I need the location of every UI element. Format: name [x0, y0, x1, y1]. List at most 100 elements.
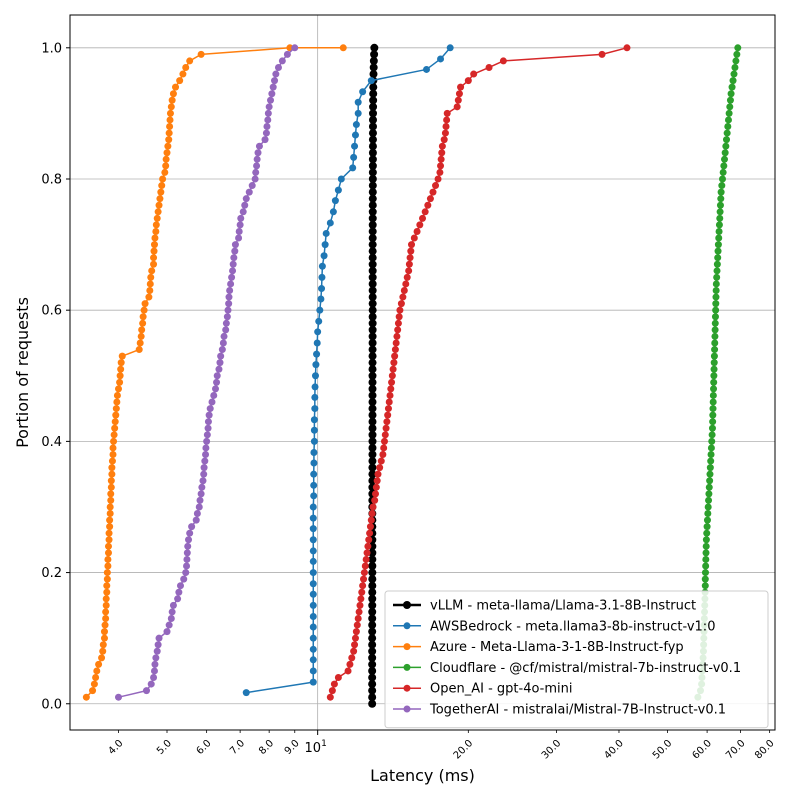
- series-point: [310, 426, 318, 434]
- series-point: [200, 464, 208, 472]
- y-tick-label: 1.0: [41, 41, 62, 56]
- series-point: [237, 214, 245, 222]
- series-point: [726, 96, 734, 104]
- series-point: [393, 332, 401, 340]
- series-point: [368, 404, 377, 413]
- series-point: [368, 273, 377, 282]
- series-point: [706, 477, 714, 485]
- series-point: [309, 601, 317, 609]
- series-point: [368, 594, 377, 603]
- series-point: [369, 102, 378, 111]
- series-point: [103, 588, 111, 596]
- series-point: [410, 234, 418, 242]
- series-point: [368, 115, 377, 124]
- series-point: [152, 654, 160, 662]
- series-point: [406, 254, 414, 262]
- series-point: [213, 378, 221, 386]
- series-point: [350, 647, 358, 655]
- series-point: [702, 562, 710, 570]
- series-point: [272, 70, 280, 78]
- series-point: [368, 581, 377, 590]
- series-point: [136, 339, 144, 347]
- series-point: [722, 142, 730, 150]
- series-point: [254, 149, 262, 157]
- series-point: [147, 273, 155, 281]
- series-point: [368, 332, 377, 341]
- series-point: [204, 418, 212, 426]
- series-point: [112, 405, 120, 413]
- series-point: [701, 575, 709, 583]
- series-point: [361, 562, 369, 570]
- series-point: [719, 168, 727, 176]
- series-point: [102, 595, 110, 603]
- series-point: [103, 575, 111, 583]
- series-point: [334, 186, 342, 194]
- series-point: [368, 174, 377, 183]
- series-point: [709, 418, 717, 426]
- series-point: [707, 444, 715, 452]
- series-point: [442, 123, 450, 131]
- series-point: [360, 569, 368, 577]
- series-point: [408, 241, 416, 249]
- series-point: [150, 247, 158, 255]
- series-point: [193, 510, 201, 518]
- series-point: [710, 378, 718, 386]
- series-point: [161, 168, 169, 176]
- series-point: [724, 123, 732, 131]
- series-point: [368, 424, 377, 433]
- series-point: [725, 109, 733, 117]
- series-point: [321, 241, 329, 249]
- series-point: [153, 214, 161, 222]
- series-point: [443, 116, 451, 124]
- series-5: [115, 44, 299, 701]
- series-point: [390, 359, 398, 367]
- y-axis-label: Portion of requests: [13, 297, 32, 448]
- series-point: [316, 306, 324, 314]
- series-point: [368, 227, 377, 236]
- series-point: [706, 464, 714, 472]
- series-point: [182, 569, 190, 577]
- series-point: [718, 182, 726, 190]
- series-point: [174, 595, 182, 603]
- series-point: [241, 201, 249, 209]
- series-point: [369, 503, 377, 511]
- series-point: [154, 208, 162, 216]
- series-point: [432, 182, 440, 190]
- series-point: [712, 287, 720, 294]
- series-point: [372, 490, 380, 498]
- series-point: [730, 70, 738, 78]
- series-1: [242, 44, 454, 697]
- series-point: [309, 667, 317, 675]
- series-point: [368, 181, 377, 190]
- series-point: [400, 287, 408, 294]
- series-point: [218, 346, 226, 354]
- legend-label: Open_AI - gpt-4o-mini: [430, 682, 572, 697]
- series-point: [176, 582, 184, 590]
- series-point: [424, 201, 432, 209]
- series-point: [179, 70, 187, 78]
- series-point: [368, 614, 377, 623]
- series-point: [426, 195, 434, 203]
- series-point: [710, 372, 718, 380]
- series-point: [329, 208, 337, 216]
- series-point: [196, 496, 204, 504]
- series-point: [309, 580, 317, 588]
- series-point: [368, 279, 377, 288]
- series-point: [151, 660, 159, 668]
- series-point: [709, 391, 717, 399]
- series-point: [711, 339, 719, 347]
- series-point: [93, 667, 101, 675]
- series-point: [397, 300, 405, 308]
- series-point: [253, 155, 261, 163]
- series-point: [166, 123, 174, 131]
- series-point: [261, 136, 269, 144]
- series-point: [309, 645, 317, 653]
- series-point: [438, 142, 446, 150]
- series-point: [158, 182, 166, 190]
- series-point: [264, 109, 272, 117]
- series-point: [710, 359, 718, 367]
- series-point: [310, 492, 318, 500]
- series-point: [330, 680, 338, 688]
- series-point: [318, 273, 326, 281]
- series-point: [374, 470, 382, 478]
